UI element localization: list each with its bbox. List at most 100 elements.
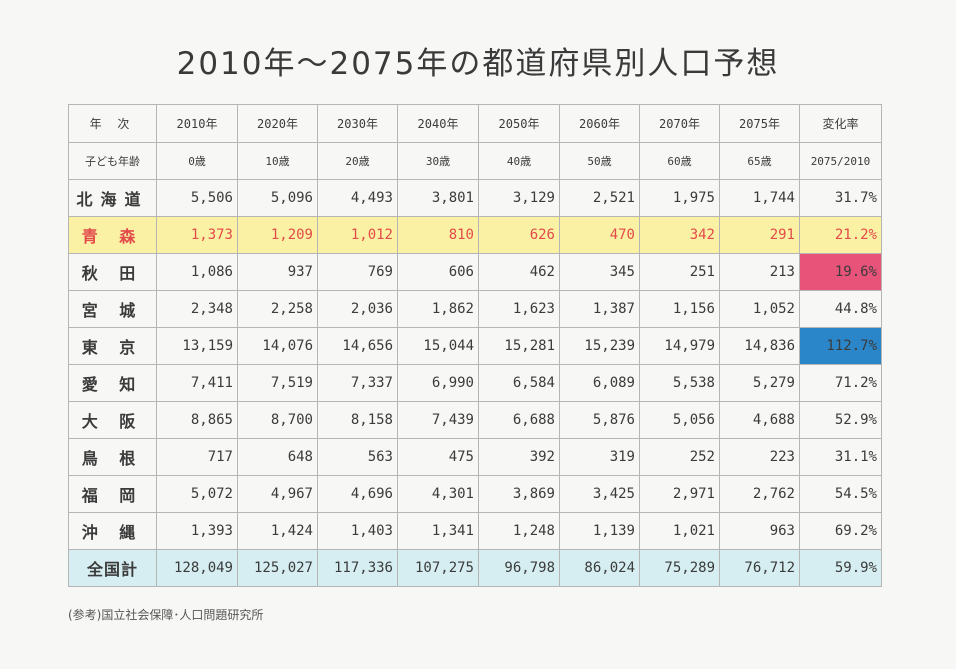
change-rate-cell: 21.2% [799, 216, 882, 254]
population-cell: 470 [559, 216, 640, 254]
table-row: 北海道 5,506 5,096 4,493 3,801 3,129 2,521 1,975 1,… [68, 179, 882, 217]
table-row: 青 森 1,373 1,209 1,012 810 626 470 342 291 21.2% [68, 216, 882, 254]
change-rate-cell: 59.9% [799, 549, 882, 587]
population-cell: 1,373 [156, 216, 238, 254]
header-age: 20歳 [317, 142, 398, 180]
population-cell: 125,027 [237, 549, 318, 587]
header-age: 50歳 [559, 142, 640, 180]
change-rate-cell: 54.5% [799, 475, 882, 513]
population-cell: 2,036 [317, 290, 398, 328]
population-cell: 1,052 [719, 290, 800, 328]
header-rate-sub: 2075/2010 [799, 142, 882, 180]
population-cell: 1,403 [317, 512, 398, 550]
population-cell: 475 [397, 438, 479, 476]
population-cell: 563 [317, 438, 398, 476]
population-cell: 769 [317, 253, 398, 291]
population-cell: 1,209 [237, 216, 318, 254]
population-cell: 319 [559, 438, 640, 476]
population-cell: 1,387 [559, 290, 640, 328]
prefecture-name: 全国計 [68, 549, 157, 587]
prefecture-name: 北海道 [68, 179, 157, 217]
population-cell: 4,967 [237, 475, 318, 513]
prefecture-name: 沖 縄 [68, 512, 157, 550]
prefecture-name: 鳥 根 [68, 438, 157, 476]
population-cell: 223 [719, 438, 800, 476]
population-cell: 937 [237, 253, 318, 291]
population-cell: 392 [478, 438, 560, 476]
population-cell: 1,393 [156, 512, 238, 550]
header-year: 2060年 [559, 104, 640, 143]
header-year: 2050年 [478, 104, 560, 143]
population-cell: 1,424 [237, 512, 318, 550]
population-cell: 5,056 [639, 401, 720, 439]
population-cell: 5,876 [559, 401, 640, 439]
population-cell: 1,086 [156, 253, 238, 291]
population-table: 年 次 2010年 2020年 2030年 2040年 2050年 2060年 … [68, 104, 882, 587]
population-cell: 75,289 [639, 549, 720, 587]
table-row: 宮 城 2,348 2,258 2,036 1,862 1,623 1,387 1,156 1,… [68, 290, 882, 328]
population-cell: 1,012 [317, 216, 398, 254]
population-cell: 1,744 [719, 179, 800, 217]
population-cell: 96,798 [478, 549, 560, 587]
header-age: 10歳 [237, 142, 318, 180]
header-label-age: 子ども年齢 [68, 142, 157, 180]
change-rate-cell: 69.2% [799, 512, 882, 550]
table-row: 大 阪 8,865 8,700 8,158 7,439 6,688 5,876 5,056 4,… [68, 401, 882, 439]
population-cell: 7,519 [237, 364, 318, 402]
population-cell: 1,139 [559, 512, 640, 550]
population-cell: 648 [237, 438, 318, 476]
population-cell: 1,862 [397, 290, 479, 328]
prefecture-name: 青 森 [68, 216, 157, 254]
population-cell: 13,159 [156, 327, 238, 365]
change-rate-cell: 44.8% [799, 290, 882, 328]
table-row: 東 京 13,159 14,076 14,656 15,044 15,281 15,239 1… [68, 327, 882, 365]
prefecture-name: 秋 田 [68, 253, 157, 291]
header-year: 2030年 [317, 104, 398, 143]
population-cell: 6,584 [478, 364, 560, 402]
population-cell: 5,538 [639, 364, 720, 402]
population-cell: 1,975 [639, 179, 720, 217]
population-cell: 8,700 [237, 401, 318, 439]
population-cell: 1,623 [478, 290, 560, 328]
population-cell: 252 [639, 438, 720, 476]
header-year: 2020年 [237, 104, 318, 143]
prefecture-name: 宮 城 [68, 290, 157, 328]
prefecture-name: 福 岡 [68, 475, 157, 513]
population-cell: 14,979 [639, 327, 720, 365]
population-cell: 4,696 [317, 475, 398, 513]
header-age: 60歳 [639, 142, 720, 180]
population-cell: 14,656 [317, 327, 398, 365]
population-cell: 2,521 [559, 179, 640, 217]
population-cell: 128,049 [156, 549, 238, 587]
population-cell: 15,239 [559, 327, 640, 365]
source-note: (参考)国立社会保障･人口問題研究所 [68, 608, 264, 622]
population-cell: 1,021 [639, 512, 720, 550]
population-cell: 3,801 [397, 179, 479, 217]
header-age: 30歳 [397, 142, 479, 180]
population-cell: 8,158 [317, 401, 398, 439]
population-cell: 345 [559, 253, 640, 291]
change-rate-cell: 31.1% [799, 438, 882, 476]
population-cell: 117,336 [317, 549, 398, 587]
change-rate-cell: 71.2% [799, 364, 882, 402]
header-year: 2075年 [719, 104, 800, 143]
population-cell: 2,348 [156, 290, 238, 328]
population-cell: 5,279 [719, 364, 800, 402]
population-cell: 963 [719, 512, 800, 550]
table-row: 秋 田 1,086 937 769 606 462 345 251 213 19.6% [68, 253, 882, 291]
header-rate: 変化率 [799, 104, 882, 143]
population-cell: 5,072 [156, 475, 238, 513]
population-cell: 7,411 [156, 364, 238, 402]
header-year: 2040年 [397, 104, 479, 143]
population-cell: 107,275 [397, 549, 479, 587]
population-cell: 3,425 [559, 475, 640, 513]
population-cell: 7,337 [317, 364, 398, 402]
population-cell: 2,258 [237, 290, 318, 328]
population-cell: 76,712 [719, 549, 800, 587]
table-row: 福 岡 5,072 4,967 4,696 4,301 3,869 3,425 2,971 2,… [68, 475, 882, 513]
table-row: 沖 縄 1,393 1,424 1,403 1,341 1,248 1,139 1,021 96… [68, 512, 882, 550]
population-cell: 213 [719, 253, 800, 291]
population-cell: 291 [719, 216, 800, 254]
population-cell: 4,688 [719, 401, 800, 439]
population-cell: 2,762 [719, 475, 800, 513]
